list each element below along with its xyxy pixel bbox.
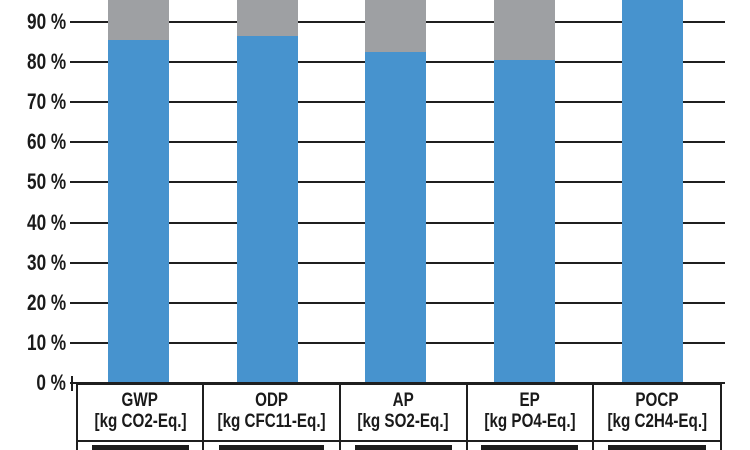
y-axis-tick-text: 40 % — [26, 209, 66, 235]
y-axis-tick-text: 50 % — [26, 169, 66, 195]
y-axis-tick-label-20: 20 % — [0, 289, 66, 315]
y-axis-tick-text: 0 % — [36, 370, 66, 395]
bar-ep-gray-segment — [493, 0, 555, 61]
cropped-next-row-text-top — [607, 445, 707, 450]
category-label: EP — [519, 390, 540, 411]
category-cell-ep: EP [kg PO4-Eq.] — [467, 385, 594, 442]
category-unit-label: [kg SO2-Eq.] — [357, 411, 450, 432]
category-unit-label: [kg PO4-Eq.] — [484, 411, 576, 432]
bar-ap-gray-segment — [365, 0, 426, 53]
bar-pocp — [622, 0, 683, 383]
cropped-row-cell-gwp — [78, 442, 205, 450]
y-axis-tick-label-50: 50 % — [0, 170, 66, 194]
bar-ep — [493, 0, 555, 383]
category-cell-ap: AP [kg SO2-Eq.] — [341, 385, 468, 442]
y-axis-tick-label-30: 30 % — [0, 249, 66, 275]
y-axis-tick-text: 60 % — [26, 129, 66, 155]
category-label: ODP — [255, 390, 289, 411]
y-axis-tick-label-70: 70 % — [0, 90, 66, 114]
cropped-row-cell-ap — [341, 442, 468, 450]
bar-ap-blue-segment — [365, 52, 426, 383]
cropped-next-row-text-top — [219, 445, 325, 450]
bar-ap — [365, 0, 426, 383]
category-unit-label: [kg CO2-Eq.] — [94, 411, 187, 432]
y-axis-tick-label-60: 60 % — [0, 130, 66, 154]
y-axis-tick-label-0: 0 % — [0, 371, 66, 395]
category-label: POCP — [635, 390, 679, 411]
category-label: GWP — [121, 390, 159, 411]
category-cell-odp: ODP [kg CFC11-Eq.] — [204, 385, 342, 442]
category-unit-label: [kg C2H4-Eq.] — [607, 411, 707, 432]
bar-pocp-blue-segment — [622, 0, 683, 383]
y-axis-tick-text: 30 % — [26, 249, 66, 275]
y-axis-tick-label-40: 40 % — [0, 209, 66, 235]
category-unit-label: [kg CFC11-Eq.] — [217, 411, 326, 432]
y-axis-tick-label-10: 10 % — [0, 329, 66, 355]
bar-odp-blue-segment — [236, 36, 298, 383]
y-axis-tick-text: 90 % — [26, 9, 66, 34]
y-axis-tick-text: 80 % — [26, 49, 66, 75]
category-label: AP — [392, 390, 415, 411]
y-axis-tick-text: 70 % — [26, 89, 66, 115]
bar-gwp-blue-segment — [108, 40, 169, 383]
cropped-row-cell-pocp — [594, 442, 720, 450]
bar-ep-blue-segment — [493, 60, 555, 383]
y-axis-tick-text: 10 % — [26, 329, 66, 355]
category-cell-gwp: GWP [kg CO2-Eq.] — [78, 385, 205, 442]
bar-gwp — [108, 0, 169, 383]
cropped-next-row-text-top — [481, 445, 579, 450]
bar-odp — [236, 0, 298, 383]
cropped-row-cell-odp — [204, 442, 342, 450]
y-axis-tick-label-80: 80 % — [0, 50, 66, 74]
cropped-next-row-text-top — [355, 445, 452, 450]
y-axis-tick-text: 20 % — [26, 289, 66, 315]
zero-tick-mark — [71, 376, 73, 391]
category-table: GWP [kg CO2-Eq.] ODP [kg CFC11-Eq.] AP [kg SO… — [76, 383, 722, 450]
bar-odp-gray-segment — [236, 0, 298, 37]
category-cell-pocp: POCP [kg C2H4-Eq.] — [593, 385, 720, 442]
y-axis-tick-label-90: 90 % — [0, 10, 66, 34]
cropped-row-cell-ep — [468, 442, 594, 450]
bar-gwp-gray-segment — [108, 0, 169, 41]
cropped-next-row-text-top — [91, 445, 189, 450]
